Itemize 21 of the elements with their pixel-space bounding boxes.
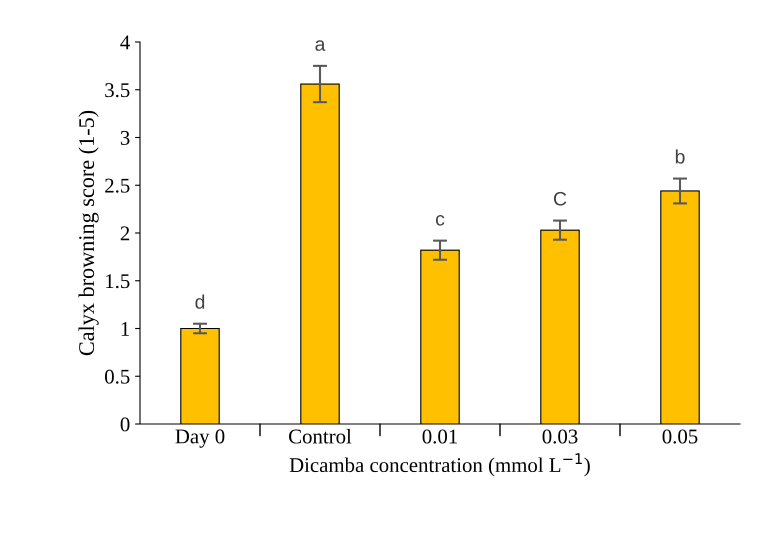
x-tick-label: 0.03 [542,429,578,444]
annotation: c [436,215,444,226]
annotation: a [315,40,326,51]
annotation: C [554,192,566,206]
y-tick-label: 0 [120,417,130,432]
annotation: b [676,149,685,164]
y-tick-label: 1.5 [106,274,130,288]
y-tick-label: 1 [122,322,130,336]
y-tick-label: 2.5 [105,178,130,193]
x-tick-label: Day 0 [175,429,224,448]
y-axis-title: Calyx browning score (1-5) [78,110,99,356]
y-tick-label: 0.5 [105,370,130,384]
y-tick-label: 3 [120,130,130,145]
y-tick-label: 2 [120,226,130,240]
x-tick-label: Control [289,428,352,444]
x-axis-title: Dicamba concentration (mmol L$^{−1}$) [290,453,590,476]
y-tick-label: 4 [120,36,130,50]
x-tick-label: 0.01 [422,429,457,444]
annotation: d [195,294,204,309]
x-tick-label: 0.05 [662,429,698,444]
y-tick-label: 3.5 [105,83,130,98]
